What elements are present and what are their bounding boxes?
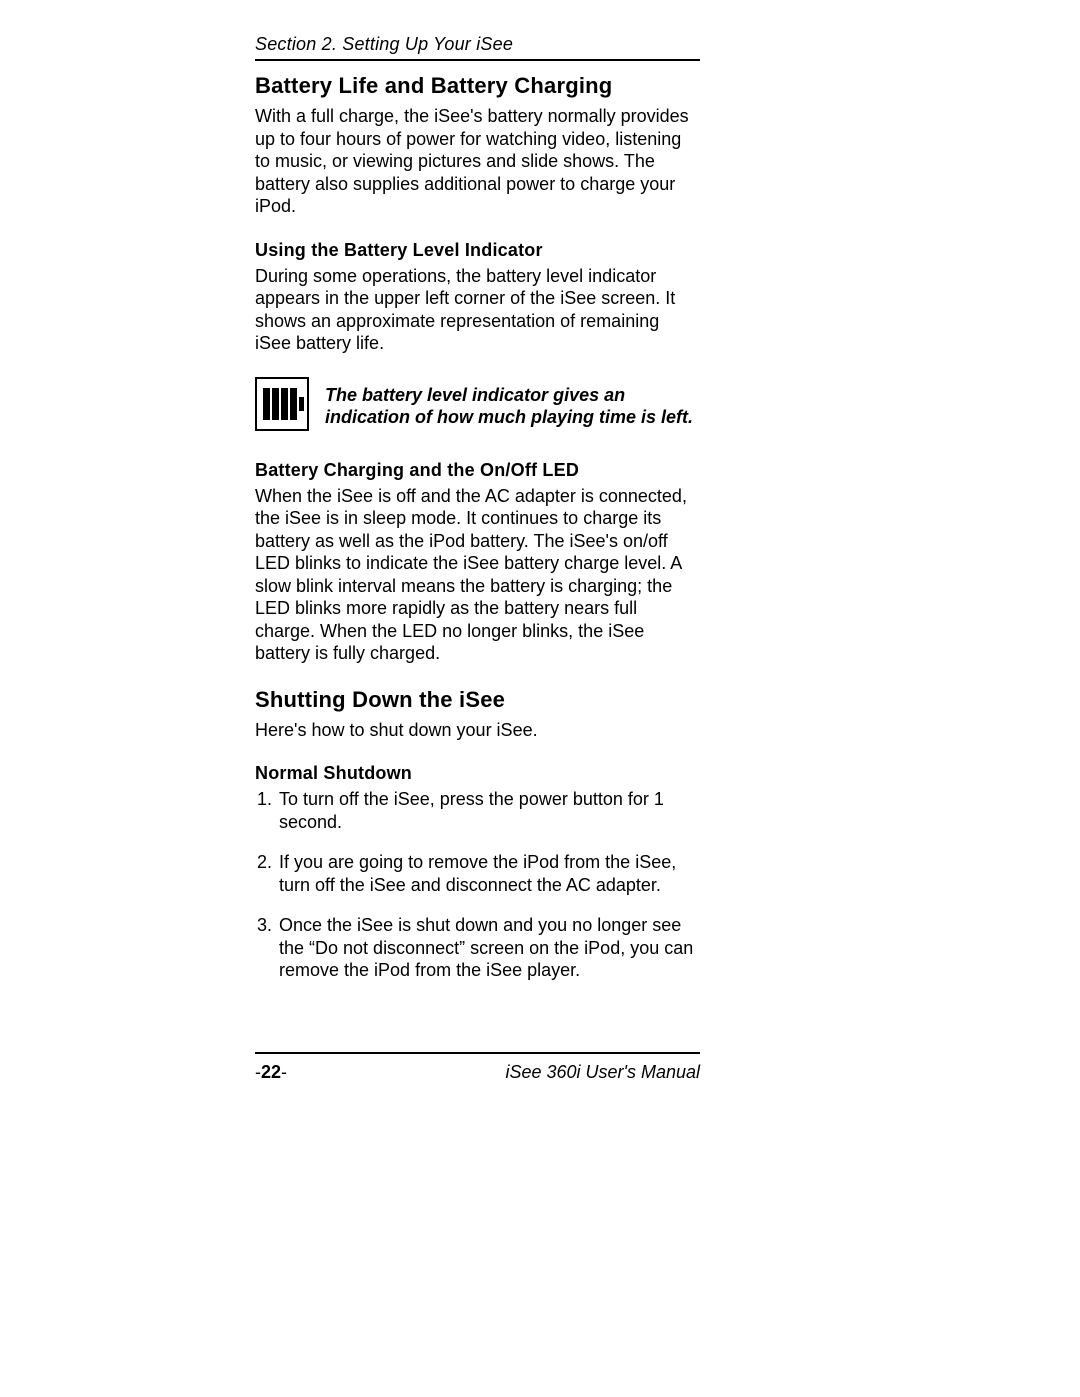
- subhead-battery-indicator: Using the Battery Level Indicator: [255, 240, 700, 261]
- heading-shutdown: Shutting Down the iSee: [255, 687, 700, 713]
- list-item: If you are going to remove the iPod from…: [277, 851, 700, 896]
- content-column: Section 2. Setting Up Your iSee Battery …: [255, 34, 700, 1083]
- battery-indicator-note: The battery level indicator gives an ind…: [255, 377, 700, 436]
- heading-battery-life: Battery Life and Battery Charging: [255, 73, 700, 99]
- page-footer: -22- iSee 360i User's Manual: [255, 1052, 700, 1083]
- manual-title: iSee 360i User's Manual: [505, 1062, 700, 1083]
- running-header: Section 2. Setting Up Your iSee: [255, 34, 700, 61]
- battery-level-icon: [255, 377, 309, 436]
- paragraph-battery-intro: With a full charge, the iSee's battery n…: [255, 105, 700, 218]
- shutdown-steps-list: To turn off the iSee, press the power bu…: [255, 788, 700, 982]
- paragraph-shutdown-intro: Here's how to shut down your iSee.: [255, 719, 700, 742]
- paragraph-battery-indicator: During some operations, the battery leve…: [255, 265, 700, 355]
- battery-indicator-note-text: The battery level indicator gives an ind…: [325, 384, 700, 429]
- manual-page: Section 2. Setting Up Your iSee Battery …: [0, 0, 1080, 1397]
- list-item: To turn off the iSee, press the power bu…: [277, 788, 700, 833]
- paragraph-battery-charging: When the iSee is off and the AC adapter …: [255, 485, 700, 665]
- subhead-battery-charging: Battery Charging and the On/Off LED: [255, 460, 700, 481]
- list-item: Once the iSee is shut down and you no lo…: [277, 914, 700, 982]
- page-number: -22-: [255, 1062, 287, 1083]
- subhead-normal-shutdown: Normal Shutdown: [255, 763, 700, 784]
